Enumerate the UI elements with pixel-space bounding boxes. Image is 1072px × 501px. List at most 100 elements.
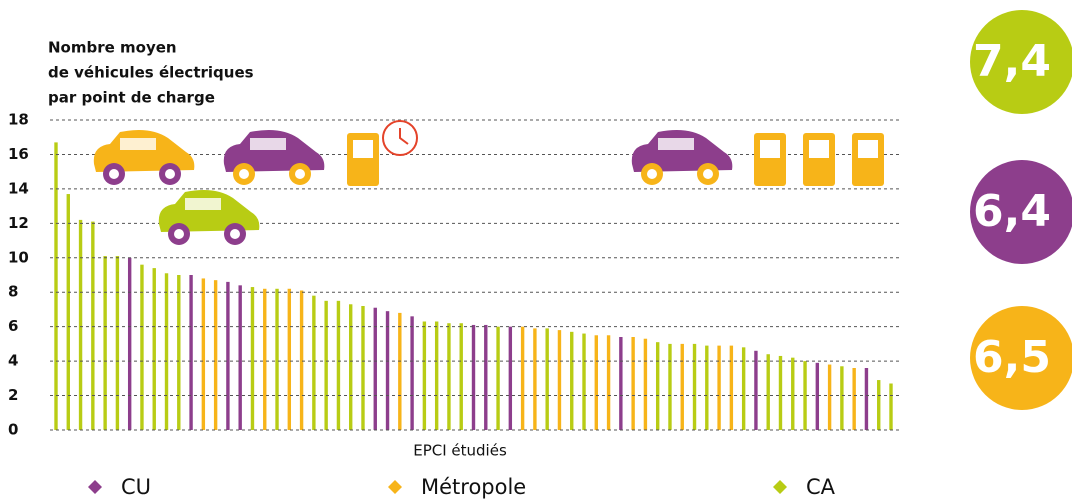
bar — [643, 338, 648, 430]
bar — [705, 345, 709, 430]
y-tick-label: 2 — [8, 386, 18, 404]
bar — [177, 275, 181, 430]
y-tick-label: 4 — [8, 352, 18, 370]
bar — [164, 273, 169, 430]
bar — [520, 326, 525, 430]
bar — [729, 345, 734, 430]
y-tick-label: 8 — [8, 283, 18, 301]
legend-marker — [388, 480, 402, 494]
bar — [877, 380, 881, 430]
bar — [275, 288, 279, 430]
average-badge — [970, 306, 1072, 410]
bar — [778, 355, 783, 430]
bar — [741, 347, 746, 430]
bar — [213, 280, 218, 430]
y-tick-label: 10 — [8, 248, 29, 266]
y-tick-label: 12 — [8, 214, 29, 232]
y-tick-label: 0 — [8, 421, 18, 439]
bar — [766, 354, 770, 430]
y-tick-label: 14 — [8, 179, 29, 197]
legend-label: Métropole — [421, 475, 526, 499]
bar — [263, 288, 267, 430]
bar — [582, 333, 586, 430]
average-label: 6,5 — [973, 332, 1051, 383]
bar — [606, 335, 611, 430]
average-badge — [970, 10, 1072, 114]
bar — [189, 275, 193, 430]
bar — [668, 343, 672, 430]
legend-item: Métropole — [388, 475, 526, 499]
bar — [864, 368, 869, 430]
legend-item: CU — [88, 475, 151, 499]
legend-item: CA — [773, 475, 836, 499]
bar — [852, 368, 856, 430]
x-axis-label: EPCI étudiés — [413, 442, 507, 460]
y-axis-label: par point de charge — [48, 89, 215, 107]
bar — [226, 281, 230, 430]
illustration — [93, 120, 884, 245]
bar — [496, 326, 500, 430]
bar — [66, 194, 70, 430]
bar — [459, 323, 463, 430]
bar — [557, 330, 562, 430]
bar — [361, 306, 365, 430]
bar — [619, 337, 623, 430]
bar — [889, 383, 893, 430]
y-tick-label: 6 — [8, 317, 18, 335]
y-axis-label: de véhicules électriques — [48, 64, 254, 82]
bar — [201, 278, 206, 430]
bar — [324, 300, 328, 430]
bar — [754, 350, 758, 430]
bar — [373, 307, 377, 430]
bar — [594, 335, 598, 430]
bar — [127, 257, 132, 430]
bar — [655, 342, 660, 430]
bar — [299, 290, 304, 430]
average-label: 6,4 — [973, 186, 1051, 237]
bar — [312, 295, 316, 430]
bar — [717, 345, 721, 430]
bar — [508, 326, 513, 430]
bar — [545, 328, 549, 430]
bar — [631, 337, 635, 430]
bar — [103, 256, 107, 430]
legend-marker — [773, 480, 787, 494]
bar — [692, 343, 697, 430]
bar — [410, 316, 414, 430]
bar — [803, 361, 807, 430]
bar — [447, 323, 451, 430]
bar — [680, 343, 684, 430]
y-tick-label: 16 — [8, 145, 29, 163]
bar — [398, 312, 402, 430]
bar — [791, 357, 795, 430]
y-tick-label: 18 — [8, 111, 29, 129]
bar — [827, 364, 832, 430]
bar — [434, 321, 439, 430]
bar — [78, 219, 83, 430]
bar — [349, 304, 353, 430]
bar — [336, 300, 341, 430]
bar — [54, 142, 58, 430]
bar — [115, 256, 120, 430]
legend-label: CA — [806, 475, 836, 499]
legend-label: CU — [121, 475, 151, 499]
bar — [250, 287, 255, 430]
bar — [422, 321, 427, 430]
bar — [91, 221, 95, 430]
bar — [533, 328, 537, 430]
bar — [140, 264, 144, 430]
bar — [385, 311, 390, 430]
bar — [570, 331, 574, 430]
y-axis-label: Nombre moyen — [48, 39, 177, 57]
bar — [484, 324, 488, 430]
average-badge — [970, 160, 1072, 264]
average-label: 7,4 — [973, 36, 1051, 87]
bar — [815, 362, 820, 430]
bar — [471, 324, 476, 430]
bar — [152, 268, 156, 430]
bar — [287, 288, 292, 430]
bar — [238, 285, 242, 430]
bar — [840, 366, 844, 430]
legend-marker — [88, 480, 102, 494]
